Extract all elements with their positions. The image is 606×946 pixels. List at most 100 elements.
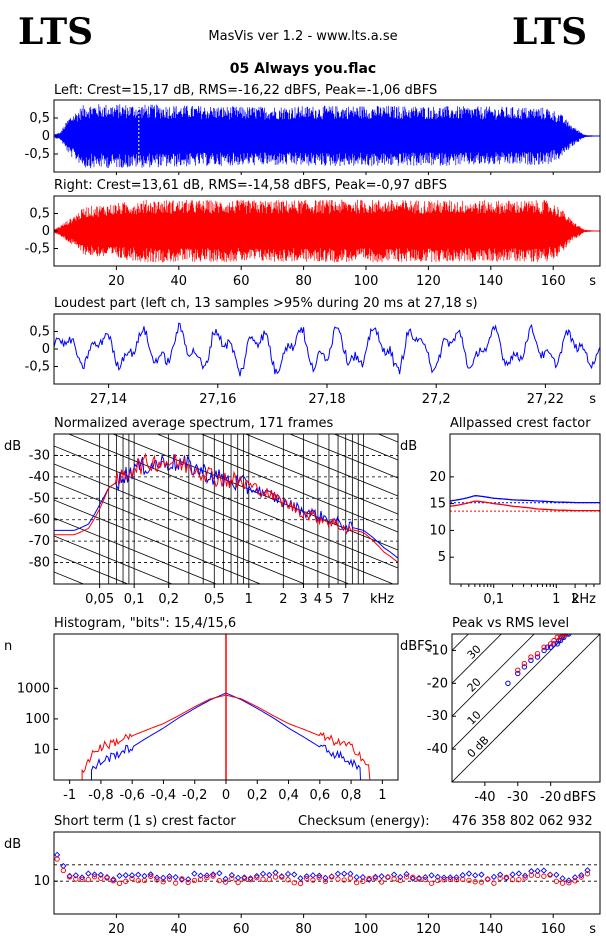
x-unit-label: s [589,392,596,407]
crest-point-left [465,870,473,877]
crest-point-left [284,870,292,878]
crest-point-right [566,880,572,886]
crest-point-right [453,877,460,883]
spectrum-slope-line [54,463,350,584]
y-tick-label: 20 [429,470,446,485]
crest-point-right [528,872,535,878]
crest-point-left [565,877,572,884]
plot-frame [451,633,601,783]
crest-point-left [409,875,416,882]
crest-diagonal [452,634,568,750]
right-waveform-title: Right: Crest=13,61 dB, RMS=-14,58 dBFS, … [54,178,447,193]
y-tick-label: 5 [438,550,446,565]
crest-diagonal [452,634,535,717]
x-tick-label: 4 [314,592,322,607]
crest-point-right [79,876,85,882]
peak-vs-rms-panel: Peak vs RMS level 0 dB10203040dBFS-10-20… [400,616,601,805]
pvr-point-right [570,625,574,629]
y-tick-label: -0,5 [25,147,50,162]
crest-point-left [403,870,410,878]
crest-point-right [534,872,541,879]
pvr-point-right [528,654,534,660]
x-tick-label: 0,2 [247,788,268,803]
x-tick-label: 100 [354,274,379,289]
crest-point-right [572,878,578,884]
pvr-point-left [566,634,572,637]
crest-point-right [160,879,166,885]
crest-point-right [391,876,397,882]
crest-point-left [191,870,198,877]
crest-point-right [397,877,403,884]
crest-point-left [116,872,123,879]
crest-point-right [104,875,110,881]
crest-diagonal [452,634,502,684]
y-tick-label: -80 [29,556,50,571]
crest-point-right [260,876,266,882]
x-tick-label: 160 [541,274,566,289]
y-axis-label: n [4,639,12,654]
crest-point-right [353,880,360,886]
y-tick-label: 0 [42,224,50,239]
x-tick-label: 0,1 [483,592,504,607]
spectrum-slope-line [54,248,398,388]
x-tick-label: 27,18 [308,392,345,407]
crest-point-right [553,878,559,884]
crest-point-right [559,880,566,886]
crest-point-left [422,874,429,881]
crest-point-right [135,877,141,884]
allpass-crest-right [449,500,600,512]
app-title: MasVis ver 1.2 - www.lts.a.se [208,29,397,44]
allpass-crest-left [449,495,600,504]
x-unit-label: s [589,274,596,289]
pvr-point-left [573,629,577,633]
crest-point-left [571,874,579,881]
crest-point-right [378,879,385,885]
crest-point-right [235,879,241,886]
crest-point-left [459,872,466,879]
crest-point-right [447,876,453,883]
crest-point-right [428,880,435,886]
x-tick-label: 60 [233,274,250,289]
crest-point-right [491,880,497,886]
y-tick-label: -0,5 [25,242,50,257]
x-tick-label: 27,2 [422,392,451,407]
crest-point-left [209,871,217,878]
checksum-value: 476 358 802 062 932 [452,814,593,829]
y-tick-label: -40 [29,470,50,485]
diagonal-label: 30 [465,643,484,662]
crest-point-left [122,872,129,879]
crest-point-right [197,876,204,883]
crest-point-right [578,874,584,880]
x-tick-label: 100 [354,922,379,937]
x-tick-label: 1 [552,592,560,607]
pvr-point-left [515,670,521,677]
x-tick-label: 80 [295,274,312,289]
y-axis-label: dBFS [400,639,433,654]
crest-point-left [453,874,460,881]
x-tick-label: -0,2 [182,788,207,803]
crest-point-left [322,874,329,882]
spectrum-slope-line [54,266,398,406]
pvr-point-right [547,641,554,647]
crest-point-right [584,871,591,877]
x-tick-label: 0,6 [309,788,330,803]
x-tick-label: 0,5 [204,592,225,607]
crest-point-right [241,876,247,882]
crest-point-right [210,873,216,879]
pvr-point-right [573,625,577,629]
crest-point-right [360,878,366,884]
crest-point-left [434,873,441,881]
pvr-point-left [534,654,541,660]
x-tick-label: -0,8 [88,788,113,803]
crest-point-left [60,862,67,870]
pvr-point-left [571,629,575,633]
crest-point-left [253,872,260,880]
spectrum-slope-line [54,535,174,584]
y-tick-label: -50 [29,491,50,506]
left-waveform-panel: Left: Crest=15,17 dB, RMS=-16,22 dBFS, P… [25,83,601,175]
crest-point-right [185,879,191,886]
crest-point-left [303,873,310,880]
